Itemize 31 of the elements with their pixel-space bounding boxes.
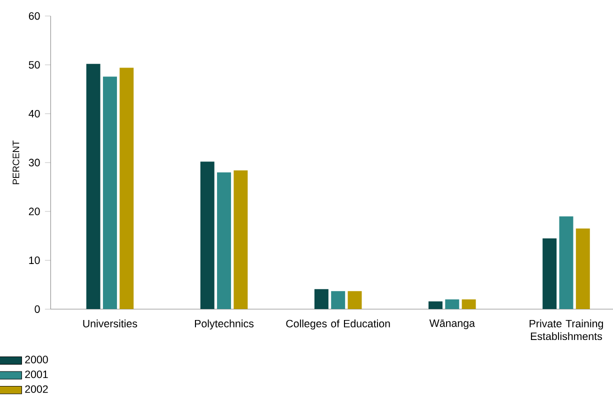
y-tick-label: 20 bbox=[28, 207, 40, 215]
y-tick-label: 0 bbox=[34, 305, 40, 313]
x-tick-label: Polytechnics bbox=[194, 319, 254, 330]
y-tick-label: 30 bbox=[28, 158, 40, 166]
x-tick-label: Wānanga bbox=[429, 319, 475, 329]
bar bbox=[559, 216, 574, 309]
bar bbox=[542, 238, 557, 309]
y-axis-title: PERCENT bbox=[12, 140, 20, 184]
bar bbox=[217, 172, 232, 309]
bar bbox=[314, 288, 328, 309]
legend-label: 2000 bbox=[25, 356, 48, 364]
bar bbox=[234, 170, 248, 309]
bar bbox=[120, 68, 134, 309]
y-tick-label: 40 bbox=[28, 110, 40, 118]
bar bbox=[102, 76, 117, 309]
y-tick-label: 10 bbox=[29, 256, 40, 264]
bar bbox=[200, 161, 214, 309]
y-tick-label: 50 bbox=[28, 60, 40, 68]
bar bbox=[348, 290, 362, 309]
bar bbox=[576, 228, 590, 309]
legend-label: 2002 bbox=[25, 385, 48, 393]
bar bbox=[445, 299, 460, 309]
x-tick-label: Private Training Establishments bbox=[530, 319, 603, 340]
x-tick-label: Colleges of Education bbox=[286, 319, 390, 330]
bar bbox=[462, 299, 476, 309]
legend-label: 2001 bbox=[25, 370, 48, 378]
x-tick-label: Universities bbox=[83, 319, 138, 328]
y-tick-label: 60 bbox=[28, 12, 40, 20]
bar bbox=[86, 64, 100, 309]
bar bbox=[331, 290, 346, 309]
bar bbox=[428, 301, 443, 309]
